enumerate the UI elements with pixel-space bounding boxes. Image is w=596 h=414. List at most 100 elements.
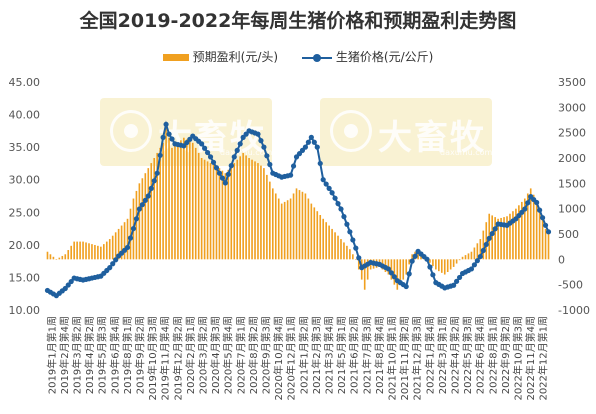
profit-bar (159, 147, 161, 260)
profit-bar (417, 249, 419, 260)
profit-bar (197, 152, 200, 260)
price-point (65, 282, 71, 288)
profit-bar (301, 191, 304, 260)
profit-bar (363, 259, 366, 290)
price-point (403, 283, 409, 290)
profit-bar (129, 208, 132, 260)
profit-bar (277, 198, 280, 260)
x-axis-tick-label: 2020年10月第4周 (272, 316, 285, 401)
right-axis-tick-label: -1000 (558, 304, 590, 317)
profit-bar (260, 165, 262, 260)
x-axis-tick-label: 2022年4月第2周 (449, 316, 462, 394)
profit-bar (227, 169, 230, 260)
profit-bar (123, 222, 126, 260)
x-axis-tick-label: 2020年12月第1周 (285, 316, 298, 401)
x-axis-tick-label: 2020年2月第1周 (184, 316, 197, 394)
profit-bar (506, 216, 508, 260)
x-axis-tick-label: 2019年6月第4周 (108, 316, 121, 394)
profit-bar (224, 173, 227, 260)
x-axis-tick-label: 2020年7月第1周 (234, 316, 247, 394)
price-point (110, 261, 116, 267)
profit-bar (438, 259, 440, 272)
profit-bar (150, 163, 153, 260)
profit-bar (97, 245, 99, 260)
right-axis-tick-label: 3000 (558, 101, 586, 114)
profit-bar (105, 241, 108, 260)
profit-bar (485, 222, 488, 260)
profit-bar (156, 152, 158, 260)
price-point (124, 244, 131, 251)
price-point (341, 214, 347, 220)
x-axis-tick-label: 2019年4月第2周 (83, 316, 96, 394)
price-point (287, 172, 294, 178)
price-point (424, 256, 430, 262)
profit-bar (399, 259, 402, 285)
profit-bar (440, 259, 443, 273)
legend-item-profit[interactable]: 预期盈利(元/头) (162, 48, 278, 65)
x-axis-tick-label: 2021年3月第4周 (323, 316, 336, 394)
price-point (207, 154, 214, 160)
profit-bar (432, 259, 434, 267)
x-axis-tick-label: 2021年6月第2周 (348, 316, 361, 394)
x-axis-tick-label: 2021年2月第3周 (310, 316, 323, 394)
profit-bar (138, 183, 141, 260)
profit-bar (547, 234, 550, 260)
price-point (489, 230, 495, 237)
profit-bar (515, 208, 517, 260)
left-axis-tick-label: 40.00 (9, 109, 41, 122)
profit-bar (171, 147, 173, 260)
profit-bar (322, 218, 325, 260)
profit-bar (55, 259, 58, 260)
profit-bar (165, 127, 167, 260)
x-axis-tick-label: 2021年10月第1周 (386, 316, 399, 401)
profit-bar (212, 164, 215, 260)
profit-bar (337, 235, 339, 260)
price-point (145, 193, 151, 199)
profit-bar (402, 259, 405, 280)
profit-bar (328, 225, 330, 260)
price-point (258, 138, 264, 144)
profit-bar (396, 259, 399, 290)
left-axis-tick-label: 25.00 (9, 206, 41, 219)
profit-bar (446, 259, 449, 272)
price-point (139, 202, 145, 208)
profit-bar (49, 254, 52, 260)
price-point (142, 197, 148, 203)
x-axis-tick-label: 2021年1月第2周 (297, 316, 310, 394)
profit-bar (186, 139, 188, 260)
price-point (537, 207, 543, 213)
profit-bar (393, 259, 396, 285)
profit-bar (473, 247, 476, 260)
profit-bar (263, 168, 265, 260)
profit-bar (313, 207, 316, 260)
profit-bar (215, 166, 218, 260)
profit-bar (162, 142, 164, 260)
price-point (542, 222, 549, 228)
price-point (216, 170, 223, 176)
price-point (199, 141, 205, 147)
profit-bar (126, 218, 129, 260)
profit-bar (52, 256, 55, 260)
profit-bar (58, 257, 61, 260)
price-point (225, 171, 231, 177)
profit-bar (346, 245, 348, 260)
profit-bar (67, 250, 70, 260)
price-point (320, 177, 326, 183)
profit-bar (343, 242, 345, 260)
left-axis-tick-label: 30.00 (9, 174, 41, 187)
legend-item-price[interactable]: 生猪价格(元/公斤) (301, 48, 433, 65)
price-point (391, 274, 397, 280)
price-point (409, 258, 415, 264)
profit-bar (218, 168, 221, 260)
profit-bar (183, 137, 185, 260)
price-point (353, 245, 359, 251)
price-point (264, 153, 270, 159)
profit-bar (307, 198, 310, 260)
x-axis-tick-label: 2019年3月第2周 (71, 316, 84, 394)
profit-bar (283, 201, 286, 260)
profit-bar (271, 188, 274, 260)
price-point (522, 206, 528, 212)
profit-bar (251, 159, 253, 260)
right-axis-tick-label: -500 (558, 279, 583, 292)
price-point (356, 255, 362, 261)
